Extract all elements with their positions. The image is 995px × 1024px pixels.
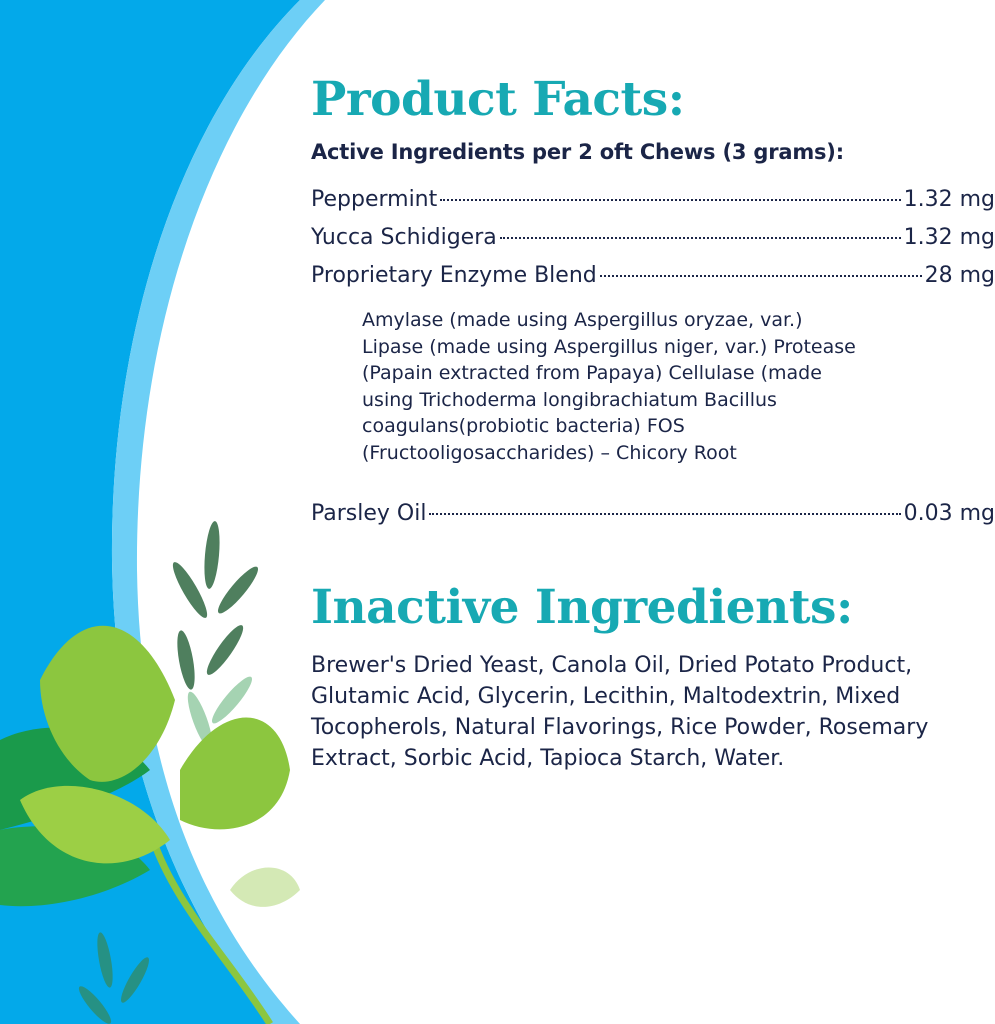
- dot-leader: [499, 237, 901, 239]
- enzyme-blend-details: Amylase (made using Aspergillus oryzae, …: [362, 309, 856, 464]
- herb-leaves-icon: [0, 521, 300, 1024]
- dot-leader: [440, 199, 901, 201]
- light-blue-stripe: [111, 0, 325, 1024]
- ingredient-amount: 1.32 mg: [903, 225, 995, 250]
- ingredient-row: Yucca Schidigera 1.32 mg: [311, 225, 995, 250]
- inactive-ingredients-title: Inactive Ingredients:: [311, 580, 853, 635]
- inactive-ingredients-text: Brewer's Dried Yeast, Canola Oil, Dried …: [311, 653, 929, 771]
- ingredient-name: Parsley Oil: [311, 501, 427, 526]
- ingredient-name: Yucca Schidigera: [311, 225, 497, 250]
- dot-leader: [599, 275, 922, 277]
- ingredient-amount: 28 mg: [924, 263, 995, 288]
- ingredient-amount: 1.32 mg: [903, 187, 995, 212]
- ingredient-amount: 0.03 mg: [903, 501, 995, 526]
- ingredient-row: Proprietary Enzyme Blend 28 mg: [311, 263, 995, 288]
- product-facts-title: Product Facts:: [311, 72, 685, 127]
- ingredient-row: Peppermint 1.32 mg: [311, 187, 995, 212]
- active-ingredients-subtitle: Active Ingredients per 2 oft Chews (3 gr…: [311, 140, 844, 164]
- dot-leader: [429, 513, 901, 515]
- ingredient-name: Proprietary Enzyme Blend: [311, 263, 597, 288]
- ingredient-name: Peppermint: [311, 187, 438, 212]
- ingredient-row: Parsley Oil 0.03 mg: [311, 501, 995, 526]
